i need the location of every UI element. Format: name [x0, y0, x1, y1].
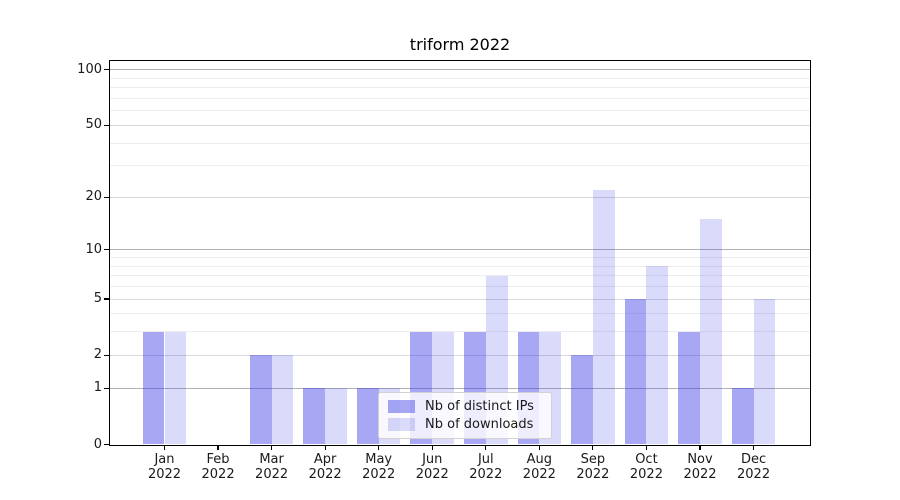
bar-ips-dec: [731, 388, 754, 445]
bar-ips-apr: [303, 388, 326, 445]
gridline-y-60: [110, 110, 810, 112]
gridline-y-70: [110, 97, 810, 99]
x-tick-aug: [538, 445, 540, 450]
gridline-y-100: [110, 69, 810, 71]
x-tick-mar: [271, 445, 273, 450]
gridline-y-10: [110, 249, 810, 251]
x-tick-jun: [431, 445, 433, 450]
chart-title: triform 2022: [409, 35, 511, 54]
x-tick-label-aug: Aug 2022: [522, 451, 556, 483]
y-tick-label-2: 2: [93, 347, 102, 363]
x-tick-label-apr: Apr 2022: [308, 451, 342, 483]
x-tick-label-dec: Dec 2022: [737, 451, 771, 483]
gridline-y-80: [110, 87, 810, 89]
bar-downloads-nov: [700, 219, 722, 445]
y-tick-label-20: 20: [85, 189, 102, 205]
plot-area: [110, 62, 810, 445]
x-tick-dec: [752, 445, 755, 450]
x-tick-label-may: May 2022: [362, 451, 396, 483]
gridline-y-7: [110, 275, 810, 277]
bar-downloads-oct: [646, 266, 669, 445]
gridline-y-90: [110, 77, 810, 79]
bar-ips-sep: [571, 355, 593, 445]
y-tick-label-1: 1: [93, 380, 102, 396]
y-tick-50: [104, 124, 109, 126]
legend-swatch-downloads-icon: [388, 417, 415, 431]
legend-item-downloads: Nb of downloads: [388, 417, 542, 432]
y-tick-2: [104, 354, 109, 356]
gridline-y-2: [110, 354, 810, 356]
gridline-y-3: [110, 331, 810, 333]
bar-ips-may: [356, 388, 379, 445]
y-tick-10: [104, 249, 109, 251]
gridline-y-50: [110, 124, 810, 126]
y-tick-label-50: 50: [85, 117, 102, 133]
y-tick-100: [104, 69, 109, 71]
x-tick-nov: [699, 445, 701, 450]
y-tick-label-0: 0: [93, 436, 102, 452]
gridline-y-6: [110, 286, 810, 288]
y-tick-1: [104, 387, 109, 389]
x-tick-label-sep: Sep 2022: [576, 451, 610, 483]
gridline-y-30: [110, 165, 810, 167]
y-tick-0: [104, 443, 109, 446]
y-tick-5: [104, 298, 109, 300]
x-tick-feb: [217, 445, 219, 450]
gridline-y-4: [110, 313, 810, 315]
x-tick-label-jul: Jul 2022: [469, 451, 503, 483]
y-tick-label-10: 10: [85, 241, 102, 257]
y-tick-label-5: 5: [93, 291, 102, 307]
x-tick-label-jan: Jan 2022: [147, 451, 182, 483]
x-tick-label-mar: Mar 2022: [255, 451, 289, 483]
x-tick-apr: [324, 445, 326, 450]
gridline-y-1: [110, 387, 810, 389]
bar-downloads-sep: [592, 189, 615, 445]
legend-label-downloads: Nb of downloads: [425, 416, 534, 432]
bar-downloads-mar: [271, 355, 294, 445]
x-tick-jul: [485, 445, 487, 450]
x-tick-sep: [592, 445, 594, 450]
x-tick-may: [378, 445, 380, 450]
x-tick-label-feb: Feb 2022: [201, 451, 235, 483]
x-tick-label-nov: Nov 2022: [683, 451, 717, 483]
bar-ips-nov: [678, 331, 700, 445]
bar-downloads-jan: [164, 331, 187, 445]
x-tick-jan: [163, 445, 166, 450]
legend-label-distinct-ips: Nb of distinct IPs: [425, 398, 534, 414]
bar-downloads-dec: [753, 299, 776, 445]
bar-ips-jan: [142, 331, 165, 445]
gridline-y-40: [110, 142, 810, 144]
gridline-y-8: [110, 265, 810, 267]
y-tick-20: [104, 196, 109, 198]
bar-ips-mar: [249, 355, 272, 445]
legend: Nb of distinct IPs Nb of downloads: [378, 391, 552, 439]
y-tick-label-100: 100: [77, 61, 102, 77]
bar-ips-oct: [624, 299, 647, 445]
x-tick-oct: [645, 445, 648, 450]
legend-swatch-distinct-ips-icon: [388, 399, 415, 413]
legend-item-distinct-ips: Nb of distinct IPs: [388, 399, 542, 414]
gridline-y-20: [110, 196, 810, 198]
x-tick-label-oct: Oct 2022: [629, 451, 663, 483]
x-tick-label-jun: Jun 2022: [415, 451, 449, 483]
gridline-y-5: [110, 298, 810, 300]
gridline-y-9: [110, 257, 810, 259]
bar-downloads-apr: [325, 388, 347, 445]
